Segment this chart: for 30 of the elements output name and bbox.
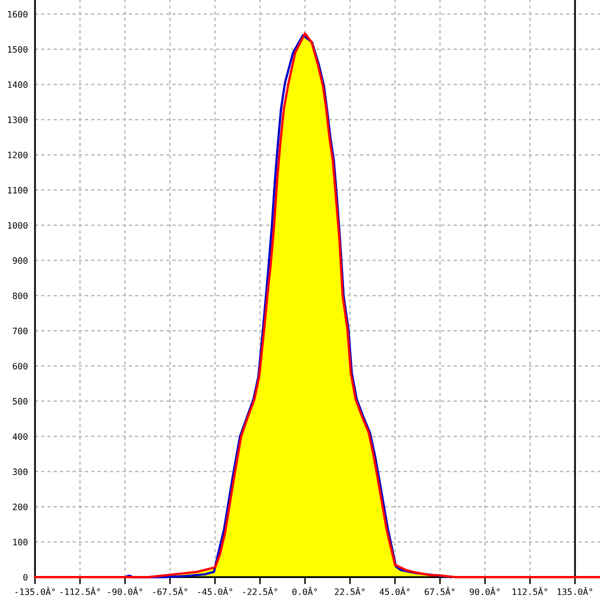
y-tick-label: 1100 [8, 186, 28, 194]
y-tick-label: 500 [12, 398, 28, 405]
y-tick-label: 1500 [8, 46, 28, 53]
y-tick-label: 1000 [8, 222, 28, 229]
x-tick-label: -135.0Â° [15, 586, 55, 596]
x-tick-label: 45.0Â° [380, 586, 410, 596]
x-tick-label: 135.0Â° [558, 586, 592, 596]
y-tick-label: 800 [12, 292, 28, 300]
y-tick-label: 400 [12, 433, 28, 440]
y-tick-label: 1300 [8, 116, 28, 124]
x-tick-label: 90.0Â° [470, 586, 500, 596]
x-tick-label: 112.5Â° [512, 586, 548, 596]
x-tick-label: -45.0Â° [198, 586, 232, 596]
y-tick-label: 300 [12, 468, 28, 476]
x-tick-label: -67.5Â° [153, 586, 188, 596]
x-tick-label: -90.0Â° [108, 586, 142, 596]
x-tick-label: 67.5Â° [424, 586, 455, 596]
x-tick-label: 0.0Â° [292, 586, 317, 596]
y-tick-label: 700 [12, 328, 28, 334]
y-tick-label: 600 [12, 362, 28, 370]
y-tick-label: 200 [12, 504, 28, 510]
x-tick-label: -22.5Â° [243, 586, 278, 596]
y-tick-label: 100 [13, 538, 28, 546]
y-tick-label: 1600 [8, 10, 28, 18]
y-tick-label: 1200 [8, 152, 28, 158]
x-tick-label: -112.5Â° [60, 586, 100, 596]
y-tick-label: 0 [23, 574, 28, 581]
y-tick-label: 900 [12, 257, 28, 264]
x-tick-label: 22.5Â° [334, 586, 365, 596]
y-tick-label: 1400 [8, 81, 28, 88]
